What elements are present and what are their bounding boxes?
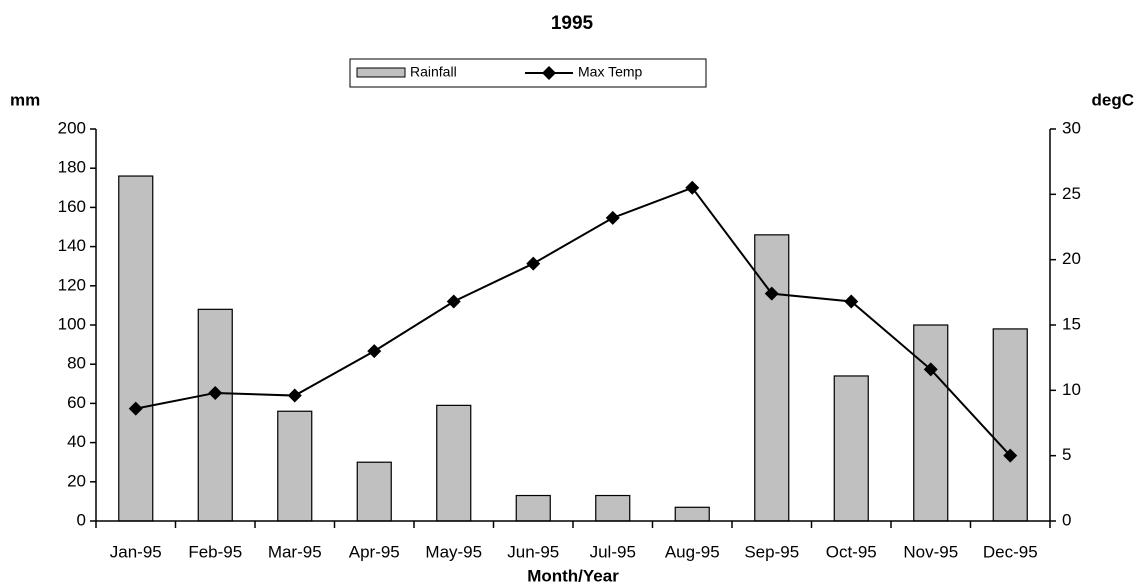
legend-marker — [542, 66, 556, 80]
y-axis-title: mm — [10, 90, 40, 109]
legend-label: Rainfall — [410, 64, 457, 80]
bar — [197, 308, 233, 522]
x-axis-title: Month/Year — [527, 566, 619, 585]
legend-swatch — [356, 67, 406, 78]
marker — [446, 294, 461, 309]
x-tick-label: Feb-95 — [188, 542, 242, 561]
bar — [356, 461, 392, 522]
y-tick-label: 0 — [77, 510, 86, 529]
bar — [992, 328, 1028, 522]
bar — [436, 404, 472, 522]
marker — [287, 388, 302, 403]
y-tick-label: 200 — [58, 118, 86, 137]
x-tick-label: Jul-95 — [590, 542, 636, 561]
y2-tick-label: 20 — [1062, 249, 1081, 268]
marker — [1003, 448, 1018, 463]
y-tick-label: 100 — [58, 314, 86, 333]
y-tick-label: 180 — [58, 158, 86, 177]
marker — [526, 256, 541, 271]
y-tick-label: 120 — [58, 275, 86, 294]
y2-tick-label: 25 — [1062, 184, 1081, 203]
marker — [923, 362, 938, 377]
marker — [605, 210, 620, 225]
marker — [367, 344, 382, 359]
y-tick-label: 80 — [67, 354, 86, 373]
marker — [844, 294, 859, 309]
y-tick-label: 40 — [67, 432, 86, 451]
x-tick-label: Oct-95 — [826, 542, 877, 561]
x-tick-label: Jun-95 — [507, 542, 559, 561]
bar — [277, 410, 313, 522]
y2-axis-title: degC — [1092, 90, 1135, 109]
x-tick-label: Dec-95 — [983, 542, 1038, 561]
x-tick-label: Nov-95 — [903, 542, 958, 561]
bar — [595, 494, 631, 522]
marker — [685, 180, 700, 195]
bar — [118, 175, 154, 522]
chart-title: 1995 — [551, 13, 594, 34]
bar — [833, 375, 869, 522]
marker — [128, 401, 143, 416]
legend-label: Max Temp — [578, 64, 643, 80]
x-tick-label: Mar-95 — [268, 542, 322, 561]
x-tick-label: Apr-95 — [349, 542, 400, 561]
bar — [754, 234, 790, 522]
y2-tick-label: 10 — [1062, 380, 1081, 399]
x-tick-label: Jan-95 — [110, 542, 162, 561]
y-tick-label: 160 — [58, 197, 86, 216]
marker — [764, 286, 779, 301]
y2-tick-label: 5 — [1062, 445, 1071, 464]
y-tick-label: 140 — [58, 236, 86, 255]
bar — [913, 324, 949, 522]
x-tick-label: Aug-95 — [665, 542, 720, 561]
bar — [674, 506, 710, 522]
marker — [208, 385, 223, 400]
y2-tick-label: 15 — [1062, 314, 1081, 333]
y2-tick-label: 0 — [1062, 510, 1071, 529]
y-tick-label: 60 — [67, 393, 86, 412]
bar — [515, 494, 551, 522]
y-tick-label: 20 — [67, 471, 86, 490]
line — [135, 186, 1011, 457]
x-tick-label: May-95 — [425, 542, 482, 561]
y2-tick-label: 30 — [1062, 118, 1081, 137]
x-tick-label: Sep-95 — [744, 542, 799, 561]
